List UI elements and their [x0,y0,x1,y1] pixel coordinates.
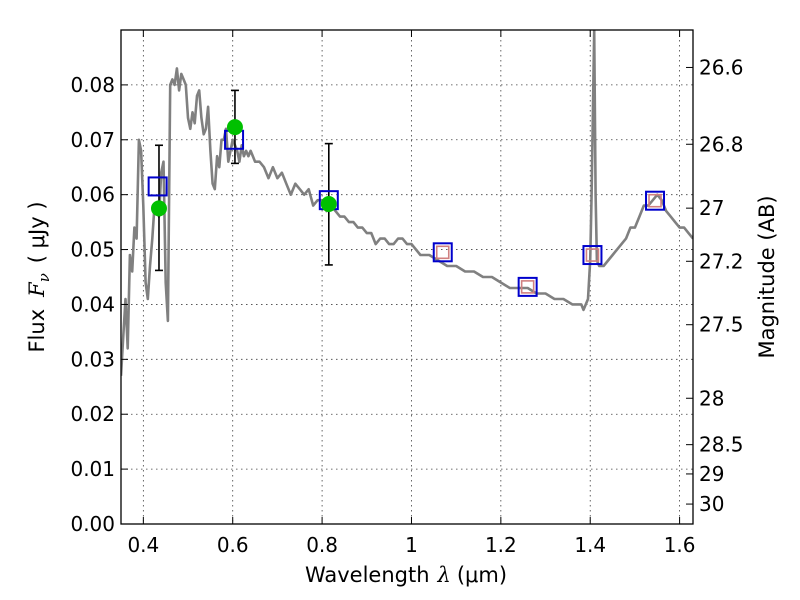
observed-point [226,119,243,136]
plot-area [121,30,693,376]
ticks: 0.4 0.6 0.8 1 1.2 1.4 1.6 0.00 0.01 0.02 0.03 0.04 0… [70,30,744,557]
grid [121,30,693,525]
model-square-marker [645,190,666,211]
x-axis-label-symbol: λ [437,563,451,587]
model-sed-line [121,30,693,376]
mag-tick-label: 26.8 [699,132,744,156]
y-tick-label: 0.03 [70,347,115,371]
model-square-marker [432,242,453,263]
x-axis-label: Wavelength λ (μm) [305,563,507,587]
model-square-marker [517,276,538,297]
x-axis-label-unit: (μm) [457,563,507,587]
y-axis-label-text: Flux [25,309,49,353]
filtered-square-marker [648,193,662,208]
mag-tick-label: 29 [699,462,724,486]
model-square-marker [147,176,168,197]
x-tick-label: 0.4 [127,533,159,557]
y-axis-label-subscript: ν [35,273,53,282]
mag-tick-label: 30 [699,492,724,516]
mag-tick-label: 28 [699,386,724,410]
filtered-square-marker [435,245,450,260]
x-tick-label: 1.4 [574,533,606,557]
mag-tick-label: 28.5 [699,433,744,457]
y-tick-label: 0.06 [70,183,115,207]
filtered-square-marker [520,280,535,294]
x-axis-label-text: Wavelength [305,563,430,587]
x-tick-label: 0.6 [217,533,249,557]
y-tick-label: 0.07 [70,128,115,152]
mag-tick-label: 27 [699,196,724,220]
mag-tick-label: 27.5 [699,313,744,337]
y-tick-label: 0.08 [70,73,115,97]
y-tick-label: 0.01 [70,457,115,481]
y-tick-label: 0.00 [70,512,115,536]
y-tick-label: 0.05 [70,238,115,262]
x-tick-label: 1.2 [485,533,517,557]
y-axis-label-unit: ( μJy ) [25,201,49,263]
filtered-square-marker [585,248,600,262]
mag-tick-label: 27.2 [699,249,744,273]
y2-axis-label: Magnitude (AB) [755,195,779,358]
x-tick-label: 1.6 [664,533,696,557]
y-tick-label: 0.04 [70,292,115,316]
observed-point [320,195,337,212]
mag-tick-label: 26.6 [699,55,744,79]
y-axis-label-symbol: F [25,281,49,298]
observed-point [150,200,167,217]
y-axis-label: Flux Fν ( μJy ) [25,201,53,352]
x-tick-label: 0.8 [306,533,338,557]
model-square-marker [582,245,603,266]
x-tick-label: 1 [405,533,418,557]
y-tick-label: 0.02 [70,402,115,426]
plot-frame [120,29,694,525]
